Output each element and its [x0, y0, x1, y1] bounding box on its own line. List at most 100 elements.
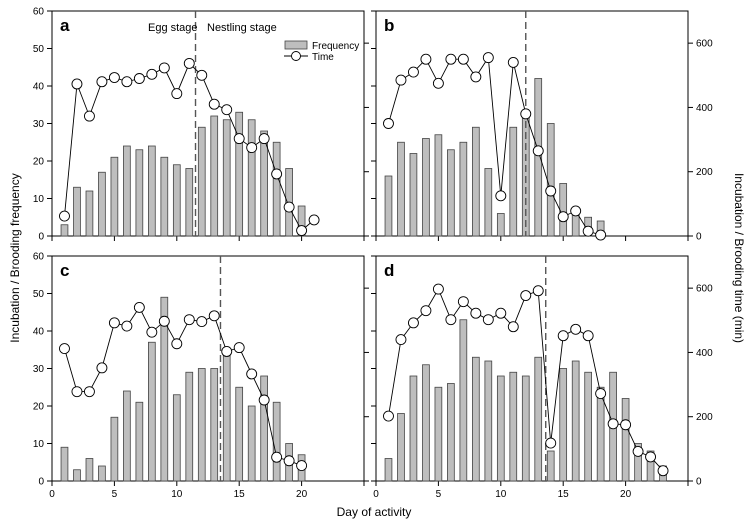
- time-point: [233, 342, 245, 354]
- y-tick-label-left: 40: [33, 327, 45, 338]
- y-tick-label-left: 60: [33, 252, 45, 263]
- legend: Frequency Time: [284, 40, 359, 63]
- panel-b: b 0 200 400 600: [371, 10, 713, 243]
- time-point: [407, 66, 419, 78]
- time-point: [59, 210, 70, 222]
- time-point: [582, 330, 594, 342]
- y-tick-label-left: 50: [33, 44, 45, 55]
- frequency-bar: [235, 111, 244, 237]
- frequency-bar: [135, 149, 144, 237]
- frequency-bar: [447, 149, 455, 237]
- time-point: [595, 388, 607, 400]
- frequency-bar: [210, 115, 219, 237]
- time-point: [271, 451, 283, 463]
- time-point: [607, 418, 619, 430]
- frequency-bar: [509, 371, 518, 482]
- x-tick-label: 0: [49, 489, 55, 500]
- time-point: [183, 57, 195, 69]
- time-point: [457, 296, 469, 308]
- time-point: [296, 460, 308, 472]
- frequency-bar: [98, 465, 106, 482]
- frequency-bar: [422, 364, 430, 482]
- time-point: [432, 283, 444, 295]
- frequency-bar: [409, 375, 418, 482]
- time-point: [570, 323, 582, 335]
- panel-letter: b: [384, 16, 394, 35]
- frequency-bar: [247, 119, 256, 237]
- frequency-bar: [384, 458, 393, 482]
- frequency-bar: [496, 375, 505, 482]
- time-point: [657, 465, 669, 477]
- panel-letter: a: [60, 16, 70, 35]
- frequency-bar: [185, 371, 194, 482]
- y-tick-label-left: 30: [33, 119, 45, 130]
- time-point: [71, 78, 83, 90]
- frequency-bar: [272, 401, 281, 482]
- time-point: [221, 346, 233, 357]
- time-point: [108, 72, 120, 83]
- frequency-bar: [521, 375, 530, 482]
- time-point: [121, 76, 133, 88]
- frequency-bar: [60, 224, 69, 237]
- frequency-bar: [222, 119, 231, 237]
- y-axis-label-right: Incubation / Brooding time (min): [732, 173, 746, 343]
- frequency-bar: [260, 375, 268, 482]
- time-point: [246, 368, 258, 380]
- time-point: [246, 142, 258, 154]
- frequency-bar: [73, 469, 81, 482]
- frequency-bar: [172, 394, 181, 482]
- time-point: [271, 168, 283, 180]
- time-point: [108, 317, 120, 329]
- time-point: [171, 88, 183, 100]
- time-point: [482, 52, 494, 64]
- time-point: [196, 316, 208, 328]
- frequency-bar: [85, 190, 94, 237]
- frequency-bar: [534, 356, 543, 482]
- frequency-bar: [123, 145, 131, 237]
- time-point: [632, 445, 644, 457]
- y-tick-label-left: 50: [33, 289, 45, 300]
- time-point: [645, 451, 657, 463]
- time-series-line: [388, 56, 601, 236]
- time-point: [445, 314, 457, 326]
- x-tick-label: 20: [620, 489, 632, 500]
- frequency-bar: [559, 183, 568, 237]
- frequency-bar: [123, 390, 131, 482]
- time-point: [520, 290, 532, 301]
- frequency-bar: [646, 450, 655, 482]
- time-point: [158, 62, 170, 74]
- panel-c: c 0 5 10 15 20 0 10 20 30 40 50 60: [33, 252, 369, 500]
- y-tick-label-left: 10: [33, 439, 45, 450]
- frequency-bar: [546, 123, 555, 237]
- time-point: [96, 76, 108, 88]
- time-point: [83, 386, 95, 398]
- frequency-bar: [60, 446, 69, 482]
- frequency-bar: [85, 458, 94, 482]
- y-tick-label-left: 20: [33, 402, 45, 413]
- time-point: [470, 71, 482, 83]
- frequency-bar: [260, 130, 268, 237]
- time-point: [283, 201, 295, 213]
- egg-stage-label: Egg stage: [148, 22, 198, 34]
- time-point: [383, 118, 394, 129]
- time-point: [545, 185, 557, 197]
- frequency-bar: [472, 126, 480, 237]
- frequency-bar: [472, 356, 480, 482]
- frequency-bar: [235, 386, 244, 482]
- y-axis-label-left: Incubation / Brooding frequency: [8, 173, 22, 342]
- x-tick-label: 20: [296, 489, 308, 500]
- y-tick-label-right: 200: [696, 167, 713, 178]
- y-tick-label-right: 400: [696, 348, 713, 359]
- y-tick-label-right: 400: [696, 103, 713, 114]
- time-point: [582, 225, 594, 237]
- legend-bar-swatch: [284, 40, 308, 50]
- time-point: [146, 68, 158, 80]
- frequency-bar: [621, 398, 630, 482]
- frequency-bar: [384, 175, 393, 237]
- frequency-bar: [148, 341, 156, 482]
- frequency-bar: [110, 156, 119, 237]
- y-tick-label-left: 20: [33, 157, 45, 168]
- frequency-bar: [397, 413, 405, 482]
